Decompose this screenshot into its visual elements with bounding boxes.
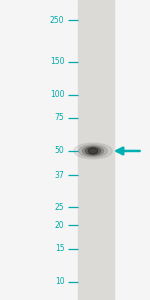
- Ellipse shape: [88, 148, 98, 154]
- Text: 250: 250: [50, 16, 64, 25]
- Text: 20: 20: [55, 221, 64, 230]
- Ellipse shape: [79, 145, 107, 157]
- Text: 25: 25: [55, 203, 64, 212]
- Bar: [78, 0, 114, 300]
- Ellipse shape: [74, 143, 112, 159]
- Text: 100: 100: [50, 90, 64, 99]
- Text: 37: 37: [55, 171, 64, 180]
- Ellipse shape: [85, 147, 101, 155]
- Text: 50: 50: [55, 146, 64, 155]
- Text: 150: 150: [50, 57, 64, 66]
- Ellipse shape: [82, 146, 104, 156]
- Text: 10: 10: [55, 278, 64, 286]
- Text: 15: 15: [55, 244, 64, 253]
- Text: 75: 75: [55, 113, 64, 122]
